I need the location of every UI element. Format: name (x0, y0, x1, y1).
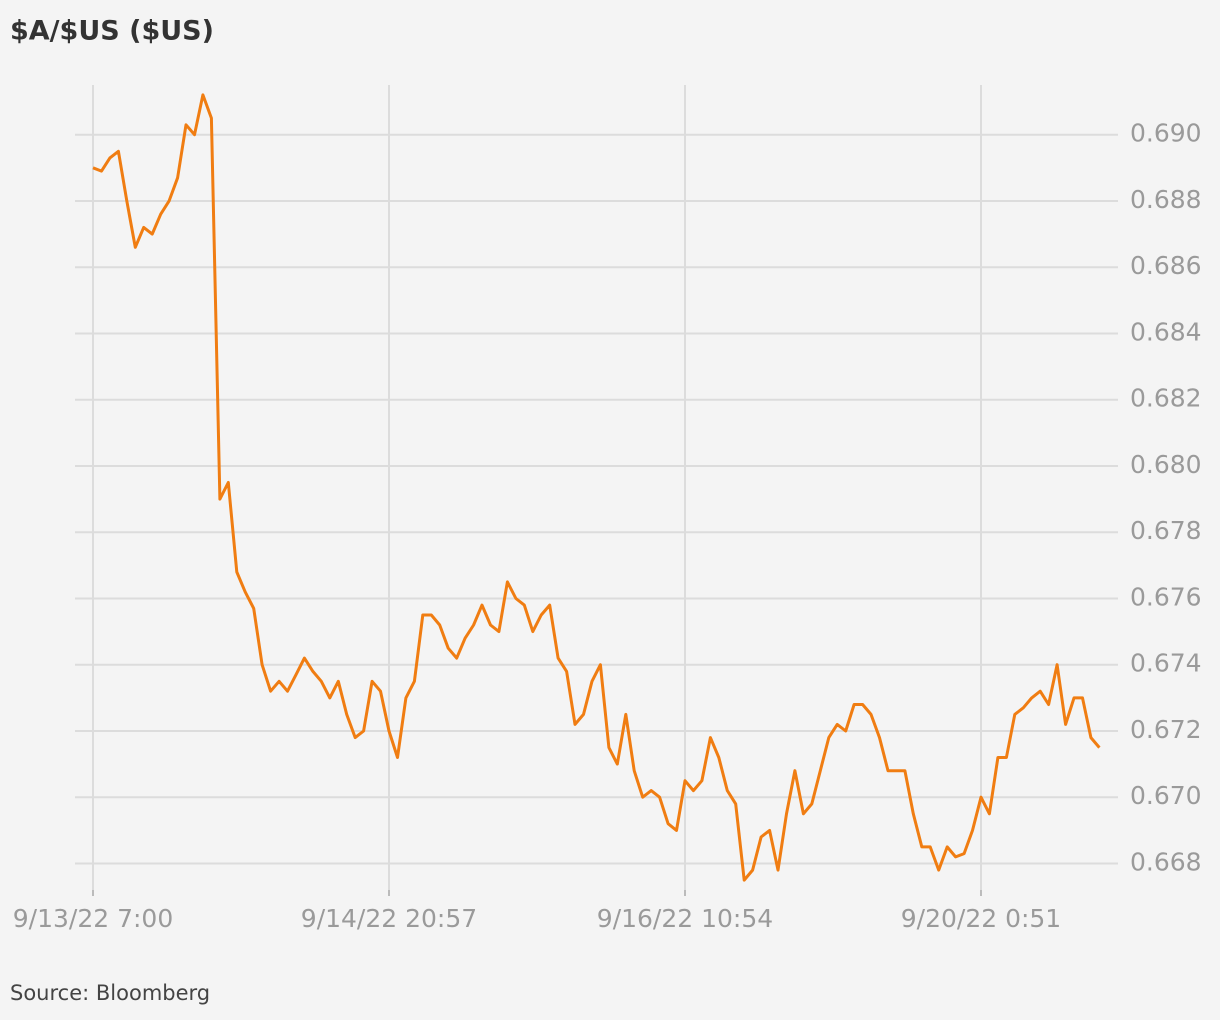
y-tick-label: 0.674 (1130, 649, 1202, 678)
x-tick-label: 9/16/22 10:54 (597, 904, 773, 933)
x-tick-label: 9/20/22 0:51 (901, 904, 1061, 933)
x-tick-label: 9/14/22 20:57 (301, 904, 477, 933)
y-tick-label: 0.682 (1130, 384, 1202, 413)
chart-title: $A/$US ($US) (10, 16, 214, 47)
y-tick-label: 0.672 (1130, 715, 1202, 744)
source: Source: Bloomberg (10, 981, 210, 1005)
y-tick-label: 0.668 (1130, 847, 1202, 876)
price-line (92, 93, 1101, 882)
y-tick-label: 0.670 (1130, 781, 1202, 810)
y-tick-label: 0.688 (1130, 185, 1202, 214)
y-tick-label: 0.690 (1130, 119, 1202, 148)
y-tick-label: 0.684 (1130, 317, 1202, 346)
y-tick-label: 0.686 (1130, 251, 1202, 280)
y-tick-label: 0.678 (1130, 516, 1202, 545)
x-tick-label: 9/13/22 7:00 (13, 904, 173, 933)
y-tick-label: 0.680 (1130, 450, 1202, 479)
y-tick-label: 0.676 (1130, 582, 1202, 611)
